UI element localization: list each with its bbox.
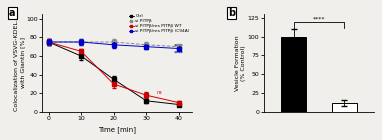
Text: ns: ns xyxy=(157,90,162,95)
Y-axis label: Vesicle Formation
(% Control): Vesicle Formation (% Control) xyxy=(235,35,246,91)
Text: ****: **** xyxy=(313,17,325,22)
Y-axis label: Colocalization of VSVG-KDEL.R
with Giantin [%]: Colocalization of VSVG-KDEL.R with Giant… xyxy=(14,15,25,111)
Text: ****: **** xyxy=(174,44,184,49)
Text: ****: **** xyxy=(174,51,184,56)
Text: a: a xyxy=(9,8,16,18)
Text: b: b xyxy=(228,8,235,18)
Legend: Ctrl, si PITPβ, si PITPβ/res PITPβ WT, si PITPβ/res PITPβ (C94A): Ctrl, si PITPβ, si PITPβ/res PITPβ WT, s… xyxy=(129,14,190,33)
X-axis label: Time [min]: Time [min] xyxy=(98,127,136,133)
Bar xyxy=(332,103,357,112)
Bar xyxy=(281,37,306,112)
